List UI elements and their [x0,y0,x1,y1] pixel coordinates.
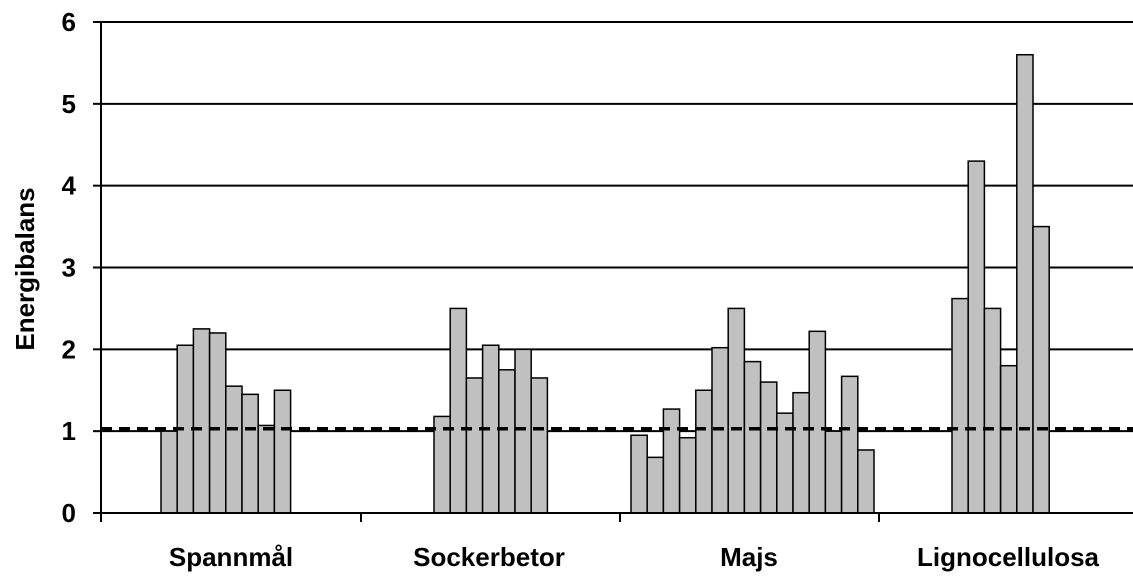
bar [824,430,843,514]
bar [530,377,549,514]
bar [727,307,746,514]
bar [678,436,697,514]
y-tick-label: 3 [62,253,76,283]
bar [646,456,665,514]
bar [498,369,516,514]
bar [951,297,969,514]
labels: 0 1 2 3 4 5 6 Spannmål Sockerbetor Majs Lignocellu… [62,7,1100,572]
bar [465,377,484,514]
bar [192,328,211,514]
x-category-label: Spannmål [169,542,293,572]
bar [983,307,1002,514]
y-tick-label: 5 [62,89,76,119]
bar [759,381,778,514]
y-tick-label: 1 [62,416,76,446]
bar [208,332,227,514]
bar [999,364,1018,514]
bar [241,393,259,514]
x-category-label: Lignocellulosa [917,542,1100,572]
bars [160,53,1050,514]
y-tick-label: 2 [62,334,76,364]
bar [840,375,859,514]
x-category-label: Sockerbetor [413,542,565,572]
y-tick-label: 4 [62,171,77,201]
y-axis-title: Energibalans [10,187,40,350]
bar [743,360,762,514]
axes [93,21,1133,522]
y-tick-label: 0 [62,498,76,528]
bar [1016,53,1034,514]
bar [160,430,178,514]
bar [449,307,468,514]
bar [662,408,681,514]
bar [225,385,243,514]
bar [792,391,810,514]
bar [1032,225,1050,514]
bar [257,424,276,514]
bar [967,160,986,514]
bar [695,389,713,514]
bar [433,415,451,514]
bar [808,330,827,514]
bar [273,389,292,514]
y-tick-label: 6 [62,7,76,37]
bar [630,434,648,514]
bar [514,348,532,514]
bar [857,449,875,514]
x-category-label: Majs [720,542,778,572]
